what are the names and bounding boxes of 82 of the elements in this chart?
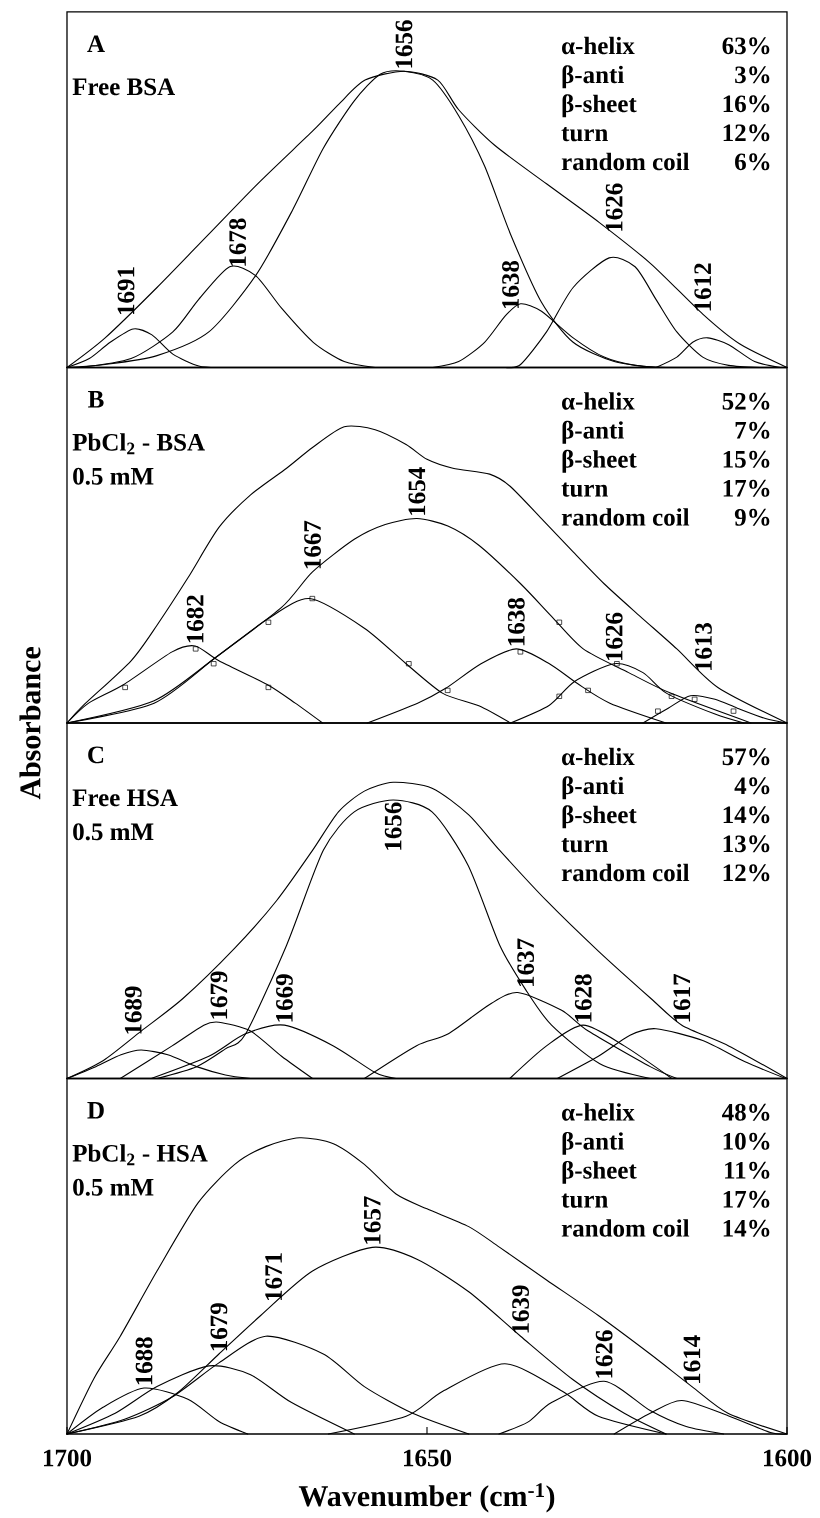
annotation: turn bbox=[561, 837, 608, 853]
annotation: 14% bbox=[723, 1219, 770, 1237]
annotation: random coil bbox=[561, 508, 689, 526]
annotation: β-sheet bbox=[562, 94, 637, 118]
annotation: random coil bbox=[561, 863, 689, 882]
annotation: 11% bbox=[724, 1161, 770, 1179]
text: α-helix bbox=[561, 747, 635, 766]
text: α-helix bbox=[561, 392, 635, 410]
annotation: 0.5 mM bbox=[72, 467, 154, 485]
annotation: 1656 bbox=[384, 802, 402, 850]
chart-subtitle: Free BSA bbox=[72, 78, 175, 96]
annotation: 13% bbox=[723, 835, 770, 853]
annotation: random coil bbox=[561, 1219, 689, 1237]
x-tick-label: 1600 bbox=[763, 1449, 811, 1467]
annotation: β-anti bbox=[562, 776, 624, 800]
annotation: 12% bbox=[723, 864, 770, 882]
chart-subtitle: PbCl$_{2}$ - BSA bbox=[72, 433, 205, 455]
annotation: 10% bbox=[723, 1132, 770, 1150]
annotation: 1656 bbox=[395, 20, 413, 68]
annotation: 14% bbox=[723, 806, 770, 824]
annotation: β-anti bbox=[562, 65, 624, 89]
annotation: 12% bbox=[723, 124, 770, 142]
chart-title: B bbox=[87, 391, 104, 408]
annotation: 4% bbox=[734, 777, 770, 795]
annotation: 1639 bbox=[512, 1285, 529, 1333]
annotation: 1617 bbox=[673, 974, 691, 1022]
annotation: 1628 bbox=[574, 974, 592, 1022]
annotation: turn bbox=[561, 482, 608, 497]
annotation: 1612 bbox=[694, 263, 712, 311]
annotation: 1614 bbox=[683, 1335, 701, 1383]
annotation: turn bbox=[561, 126, 608, 142]
annotation: 0.5 mM bbox=[72, 1178, 154, 1196]
annotation: 17% bbox=[723, 479, 770, 497]
annotation: β-anti bbox=[562, 1131, 624, 1155]
annotation: 17% bbox=[723, 1190, 770, 1208]
annotation: 1691 bbox=[117, 267, 135, 315]
annotation: β-anti bbox=[562, 420, 624, 444]
annotation: 6% bbox=[734, 153, 770, 171]
annotation: 1679 bbox=[210, 971, 228, 1019]
annotation: β-sheet bbox=[562, 1160, 637, 1184]
annotation: 1626 bbox=[595, 1330, 613, 1378]
text: α-helix bbox=[561, 1103, 635, 1121]
annotation: 1667 bbox=[303, 520, 321, 569]
annotation: 1678 bbox=[229, 218, 246, 266]
annotation: 0.5 mM bbox=[72, 823, 154, 841]
annotation: turn bbox=[561, 1193, 608, 1208]
annotation: 1671 bbox=[265, 1253, 282, 1300]
annotation: 9% bbox=[734, 508, 770, 526]
annotation: 1626 bbox=[605, 612, 623, 661]
chart-subtitle: Free HSA bbox=[72, 789, 178, 807]
annotation: 1669 bbox=[275, 974, 293, 1022]
chart-title: D bbox=[87, 1102, 104, 1119]
annotation: 1689 bbox=[124, 986, 142, 1034]
text: 57% bbox=[722, 748, 770, 766]
annotation: 3% bbox=[734, 66, 770, 84]
text: α-helix bbox=[561, 36, 635, 55]
annotation: 16% bbox=[723, 95, 770, 113]
x-tick-label: 1650 bbox=[403, 1449, 451, 1467]
annotation: 1657 bbox=[363, 1196, 381, 1244]
annotation: 1679 bbox=[210, 1303, 228, 1351]
annotation: 15% bbox=[723, 450, 770, 468]
annotation: 1638 bbox=[501, 260, 519, 309]
annotation: 1613 bbox=[694, 622, 712, 671]
annotation: β-sheet bbox=[562, 449, 637, 473]
text: 63% bbox=[722, 37, 770, 55]
annotation: 1638 bbox=[507, 598, 525, 646]
annotation: β-sheet bbox=[562, 805, 637, 829]
annotation: random coil bbox=[561, 152, 689, 171]
annotation: 1626 bbox=[605, 183, 623, 231]
chart-title: C bbox=[88, 746, 103, 764]
y-axis-title: Absorbance bbox=[19, 647, 41, 800]
annotation: 7% bbox=[735, 421, 770, 439]
x-tick-label: 1700 bbox=[43, 1449, 91, 1467]
annotation: 1654 bbox=[408, 467, 426, 515]
chart-subtitle: PbCl$_{2}$ - HSA bbox=[72, 1144, 208, 1166]
annotation: 1682 bbox=[186, 595, 204, 643]
x-axis-title: Wavenumber (cm$^{-1}$) bbox=[298, 1483, 555, 1513]
annotation: 1688 bbox=[135, 1337, 153, 1385]
text: 52% bbox=[722, 392, 770, 410]
chart-title: A bbox=[87, 35, 105, 52]
annotation: 1637 bbox=[517, 938, 534, 986]
text: 48% bbox=[721, 1103, 770, 1121]
